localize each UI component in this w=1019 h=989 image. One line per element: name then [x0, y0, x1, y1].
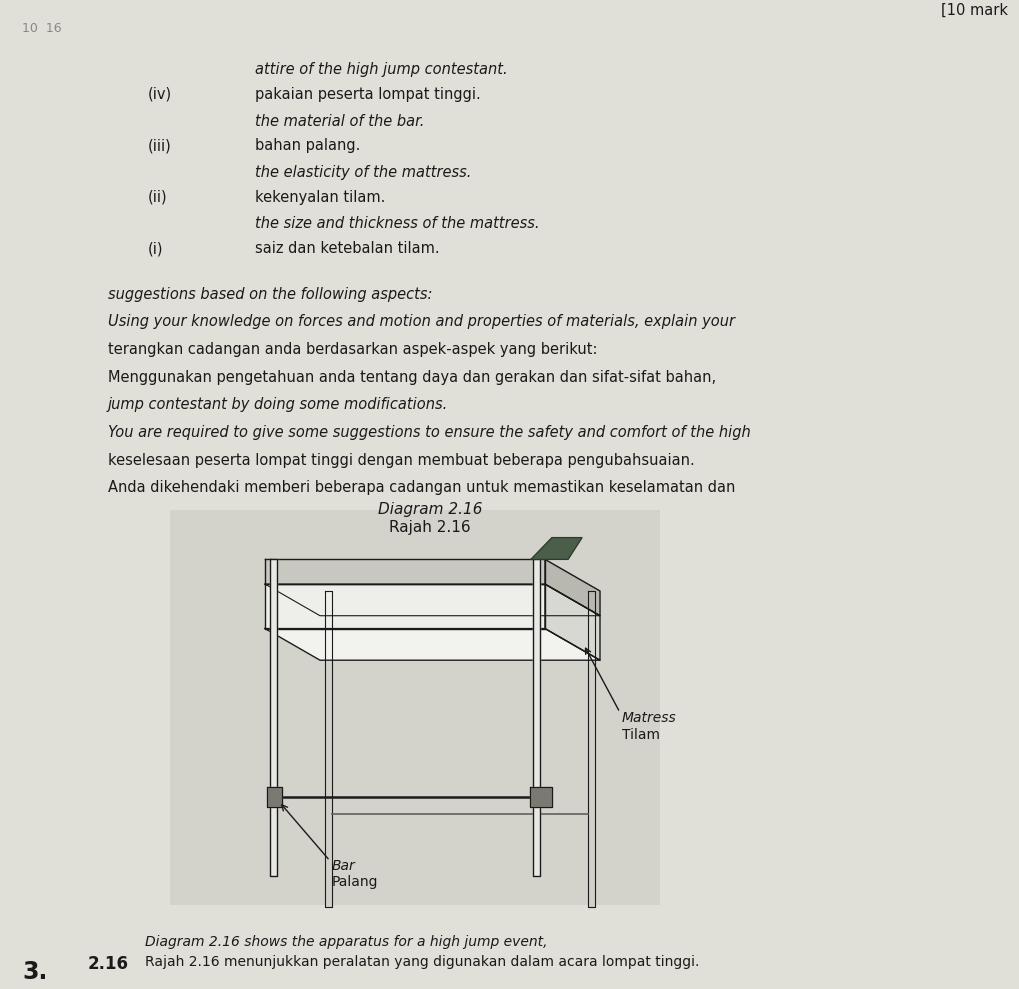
Text: 10  16: 10 16	[22, 23, 61, 36]
Text: Anda dikehendaki memberi beberapa cadangan untuk memastikan keselamatan dan: Anda dikehendaki memberi beberapa cadang…	[108, 481, 735, 495]
Text: Diagram 2.16 shows the apparatus for a high jump event,: Diagram 2.16 shows the apparatus for a h…	[145, 935, 547, 949]
Text: jump contestant by doing some modifications.: jump contestant by doing some modificati…	[108, 398, 447, 412]
Polygon shape	[544, 584, 599, 661]
Text: keselesaan peserta lompat tinggi dengan membuat beberapa pengubahsuaian.: keselesaan peserta lompat tinggi dengan …	[108, 453, 694, 468]
Polygon shape	[530, 787, 551, 806]
Text: saiz dan ketebalan tilam.: saiz dan ketebalan tilam.	[255, 241, 439, 256]
Text: Matress: Matress	[622, 711, 676, 726]
Text: 2.16: 2.16	[88, 954, 128, 973]
Polygon shape	[265, 629, 599, 661]
Text: Rajah 2.16 menunjukkan peralatan yang digunakan dalam acara lompat tinggi.: Rajah 2.16 menunjukkan peralatan yang di…	[145, 954, 699, 969]
Text: attire of the high jump contestant.: attire of the high jump contestant.	[255, 62, 507, 77]
FancyBboxPatch shape	[170, 510, 659, 905]
Text: kekenyalan tilam.: kekenyalan tilam.	[255, 190, 385, 205]
Text: Palang: Palang	[331, 874, 378, 888]
Text: the material of the bar.: the material of the bar.	[255, 114, 424, 129]
Text: pakaian peserta lompat tinggi.: pakaian peserta lompat tinggi.	[255, 87, 480, 102]
Text: Menggunakan pengetahuan anda tentang daya dan gerakan dan sifat-sifat bahan,: Menggunakan pengetahuan anda tentang day…	[108, 370, 715, 385]
Polygon shape	[267, 787, 281, 806]
Text: Bar: Bar	[331, 858, 356, 872]
Polygon shape	[531, 538, 582, 560]
Text: Rajah 2.16: Rajah 2.16	[389, 520, 471, 535]
Text: Diagram 2.16: Diagram 2.16	[377, 502, 482, 517]
Polygon shape	[533, 560, 539, 875]
Polygon shape	[265, 584, 544, 629]
Text: the elasticity of the mattress.: the elasticity of the mattress.	[255, 165, 471, 180]
Text: suggestions based on the following aspects:: suggestions based on the following aspec…	[108, 287, 432, 302]
Polygon shape	[544, 560, 599, 616]
Text: (iii): (iii)	[148, 138, 171, 153]
Text: terangkan cadangan anda berdasarkan aspek-aspek yang berikut:: terangkan cadangan anda berdasarkan aspe…	[108, 342, 597, 357]
Text: You are required to give some suggestions to ensure the safety and comfort of th: You are required to give some suggestion…	[108, 425, 750, 440]
Polygon shape	[270, 560, 277, 875]
Polygon shape	[587, 591, 594, 907]
Text: Using your knowledge on forces and motion and properties of materials, explain y: Using your knowledge on forces and motio…	[108, 315, 735, 329]
Polygon shape	[265, 560, 544, 584]
Text: (ii): (ii)	[148, 190, 167, 205]
Text: (iv): (iv)	[148, 87, 172, 102]
Text: [10 mark: [10 mark	[941, 3, 1007, 18]
Text: bahan palang.: bahan palang.	[255, 138, 360, 153]
Text: Tilam: Tilam	[622, 728, 659, 743]
Polygon shape	[325, 591, 331, 907]
Polygon shape	[265, 584, 599, 616]
Text: 3.: 3.	[22, 959, 47, 984]
Text: (i): (i)	[148, 241, 163, 256]
Text: the size and thickness of the mattress.: the size and thickness of the mattress.	[255, 217, 539, 231]
